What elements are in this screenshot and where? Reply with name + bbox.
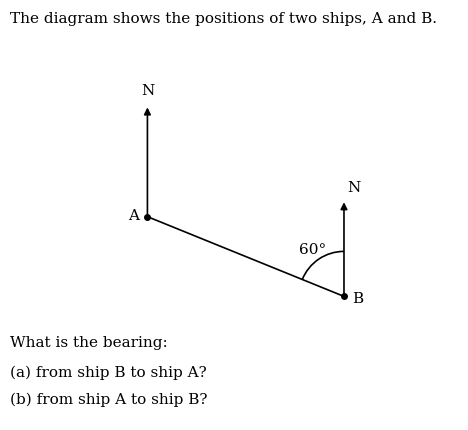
Text: B: B bbox=[352, 292, 363, 306]
Text: (a) from ship B to ship A?: (a) from ship B to ship A? bbox=[10, 365, 207, 380]
Text: A: A bbox=[128, 208, 139, 222]
Text: 60°: 60° bbox=[299, 243, 326, 257]
Text: The diagram shows the positions of two ships, A and B.: The diagram shows the positions of two s… bbox=[10, 12, 437, 26]
Text: N: N bbox=[141, 83, 154, 97]
Text: (b) from ship A to ship B?: (b) from ship A to ship B? bbox=[10, 392, 207, 406]
Text: What is the bearing:: What is the bearing: bbox=[10, 335, 168, 349]
Text: N: N bbox=[347, 181, 361, 195]
